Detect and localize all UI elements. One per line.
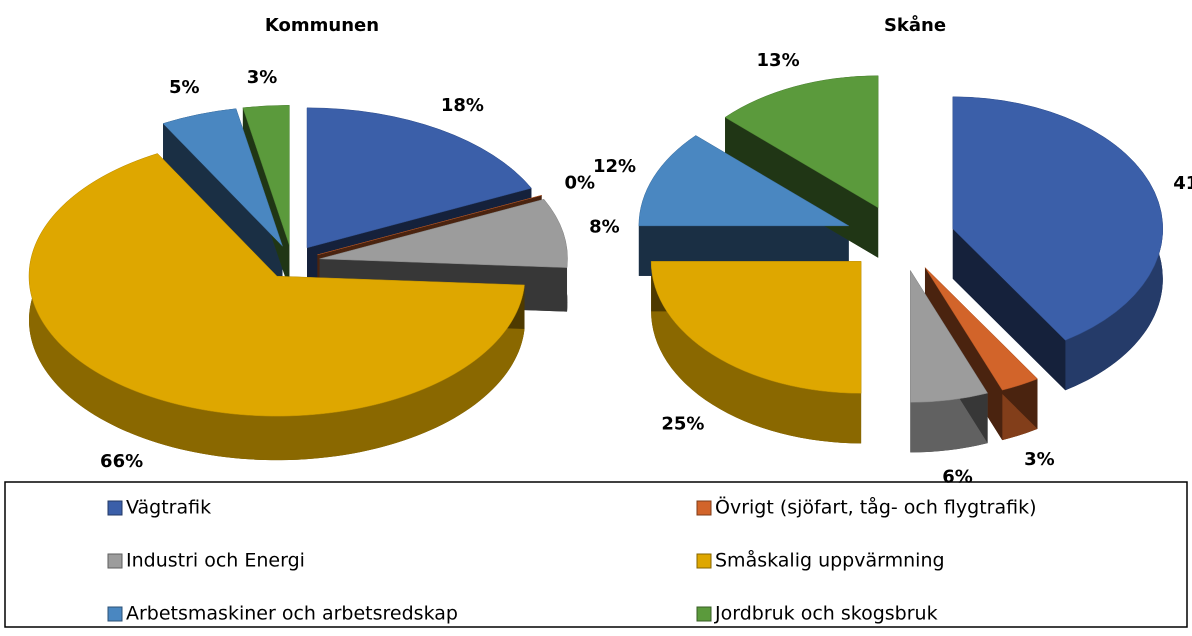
data-label: 66% <box>100 451 143 472</box>
data-label: 6% <box>942 467 973 488</box>
slice <box>162 108 283 247</box>
legend-label: Vägtrafik <box>126 497 211 519</box>
slice-side <box>163 108 283 291</box>
data-label: 13% <box>757 50 800 71</box>
legend-swatch <box>107 500 123 516</box>
slice <box>306 107 532 249</box>
slice <box>28 153 525 417</box>
legend-label: Jordbruk och skogsbruk <box>714 603 938 625</box>
slice-tops <box>28 105 568 417</box>
data-label: 0% <box>564 172 595 193</box>
slice <box>317 194 542 256</box>
slice <box>724 75 879 209</box>
chart-title: Skåne <box>884 14 946 36</box>
slice <box>242 105 290 246</box>
data-label: 25% <box>661 413 704 434</box>
slice-side <box>725 75 879 258</box>
legend-swatch <box>107 606 123 622</box>
data-label: 18% <box>441 95 484 116</box>
labels: 41% 3% 6% 25% 12% 13% <box>593 50 1192 488</box>
slice <box>924 267 1038 391</box>
legend-label: Industri och Energi <box>126 550 305 572</box>
slice <box>319 198 568 268</box>
chart-title: Kommunen <box>265 15 379 36</box>
data-label: 41% <box>1173 173 1192 194</box>
data-label: 5% <box>169 77 200 98</box>
data-label: 12% <box>593 156 636 177</box>
legend-swatch <box>696 606 712 622</box>
data-label: 3% <box>1024 449 1055 470</box>
data-label: 3% <box>247 67 278 88</box>
slice-side <box>952 96 1066 391</box>
legend-swatch <box>696 500 712 516</box>
slice <box>650 261 862 394</box>
labels: 18% 0% 8% 66% 5% 3% <box>100 67 620 472</box>
legend-swatch <box>107 553 123 569</box>
data-label: 8% <box>589 216 620 237</box>
slice-side <box>651 261 862 444</box>
legend-label: Arbetsmaskiner och arbetsredskap <box>126 603 458 625</box>
legend-swatch <box>696 553 712 569</box>
legend-label: Småskalig uppvärmning <box>715 549 945 572</box>
slice <box>638 135 850 227</box>
legend-label: Övrigt (sjöfart, tåg- och flygtrafik) <box>715 496 1037 519</box>
legend-box <box>4 481 1188 628</box>
slice-tops <box>638 75 1164 403</box>
slice <box>910 269 989 403</box>
slice <box>952 96 1164 341</box>
